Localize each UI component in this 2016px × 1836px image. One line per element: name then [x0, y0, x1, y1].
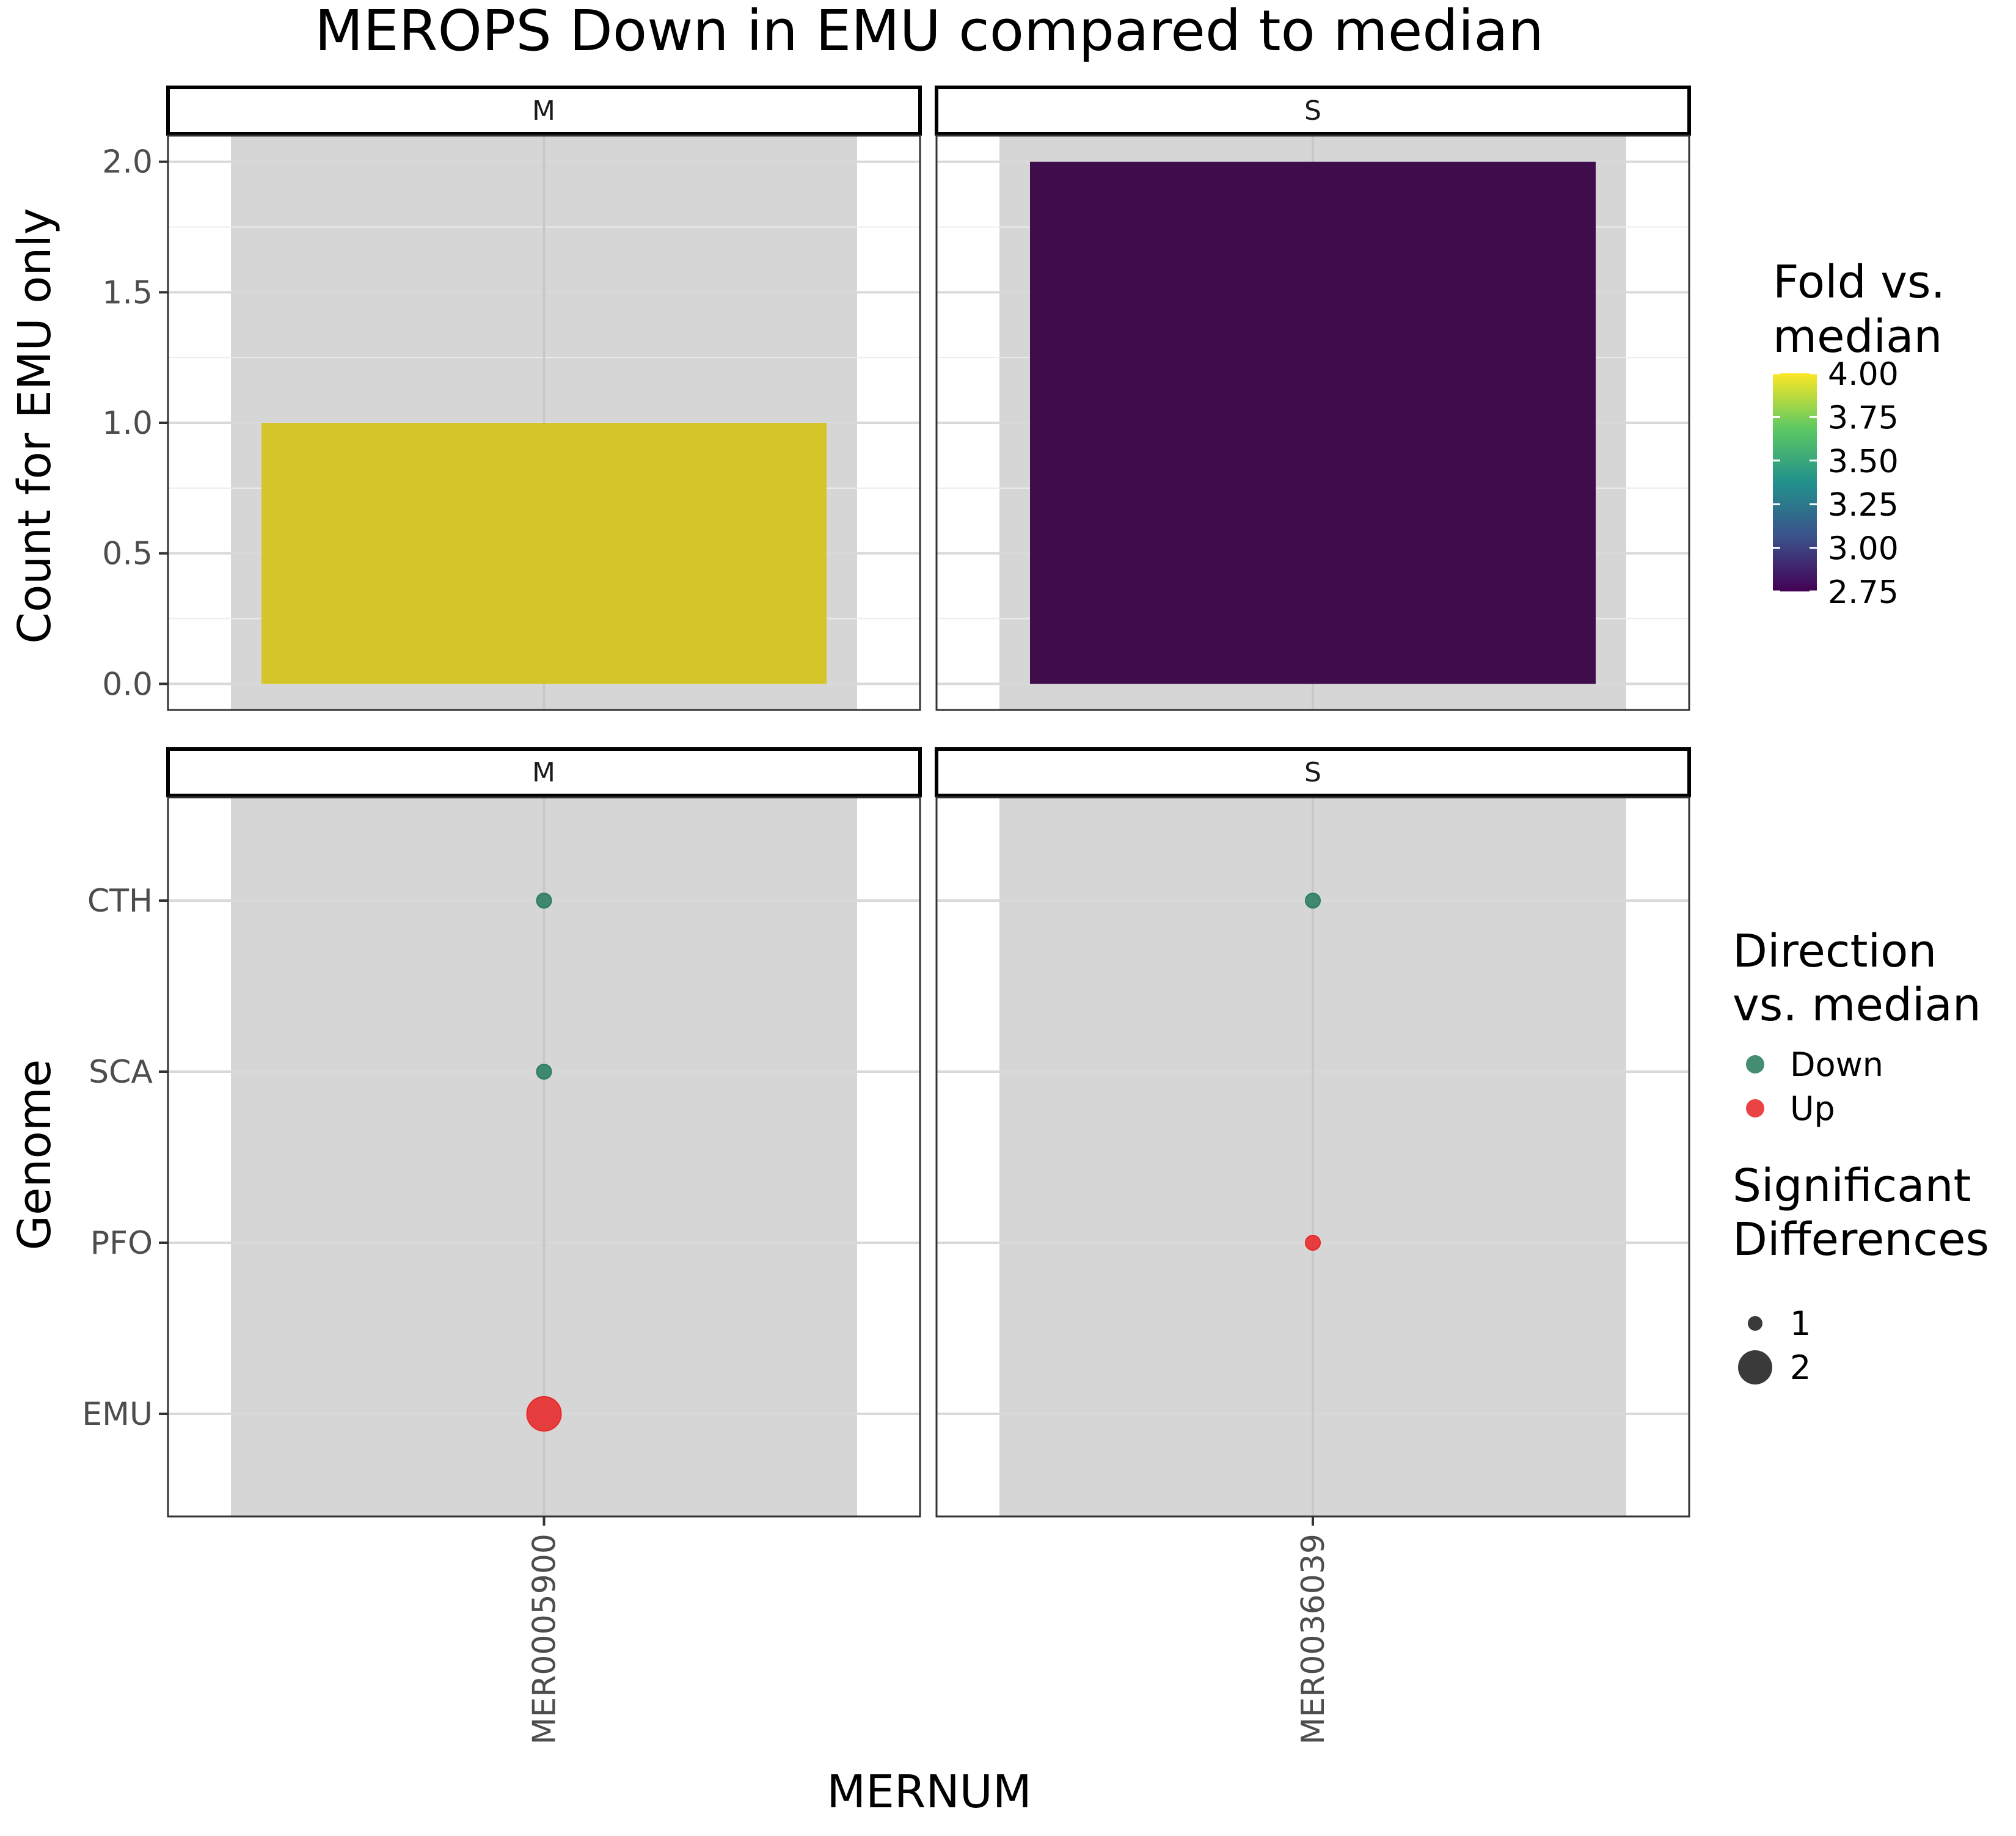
chart-title: MEROPS Down in EMU compared to median — [315, 0, 1544, 64]
y-tick-label-sca: SCA — [89, 1054, 153, 1091]
fold-legend-title-line-2: median — [1773, 310, 1942, 363]
y-tick-label: 0.5 — [102, 536, 153, 572]
fold-legend-ticks: 4.00 3.75 3.50 3.25 3.00 2.75 — [1773, 356, 1899, 611]
y-tick-label: 2.0 — [102, 144, 153, 181]
legend-key-down — [1746, 1055, 1764, 1073]
bar-MER0036039 — [1030, 161, 1596, 684]
bottom-strip-m: M — [166, 747, 922, 797]
bottom-panel-m — [167, 796, 921, 1518]
point-cth-down — [536, 893, 552, 909]
x-axis: MER0005900 MER0036039 — [527, 1516, 1332, 1744]
x-tick-label-mer0005900: MER0005900 — [527, 1534, 563, 1744]
size-legend-title-line-1: Significant — [1733, 1160, 1971, 1212]
size-legend: Significant Differences 12 — [1733, 1160, 1989, 1387]
direction-legend: Direction vs. median Down Up — [1733, 925, 1981, 1128]
bottom-y-axis-title: Genome — [9, 1059, 61, 1251]
point-cth-down — [1305, 893, 1321, 909]
size-legend-title-line-2: Differences — [1733, 1213, 1989, 1266]
colorbar-tick-label: 3.75 — [1828, 400, 1899, 436]
top-strip-s-label: S — [1304, 95, 1321, 126]
y-tick-label: 0.0 — [102, 666, 153, 703]
legend-label-down: Down — [1790, 1045, 1883, 1084]
fold-legend-title-line-1: Fold vs. — [1773, 256, 1945, 309]
point-sca-down — [536, 1064, 552, 1080]
legend-size-key-2 — [1738, 1350, 1772, 1384]
top-panel-s — [935, 134, 1690, 711]
legend-key-up — [1746, 1099, 1764, 1117]
bottom-strip-m-label: M — [532, 757, 555, 788]
fold-colorbar — [1773, 373, 1817, 591]
colorbar-tick-label: 3.50 — [1828, 444, 1899, 480]
point-emu-up — [526, 1396, 562, 1432]
top-panel-m — [167, 134, 921, 711]
x-axis-title: MERNUM — [827, 1766, 1031, 1818]
panel-border — [935, 134, 1690, 711]
legend-size-key-1 — [1748, 1316, 1762, 1331]
y-tick-label-pfo: PFO — [90, 1225, 153, 1262]
colorbar-tick-label: 3.25 — [1828, 487, 1899, 524]
top-strip-s: S — [935, 86, 1691, 136]
bar-MER0005900 — [261, 423, 827, 684]
legend-size-label-2: 2 — [1790, 1348, 1811, 1387]
bottom-strip-s-label: S — [1304, 757, 1321, 788]
direction-legend-title-line-1: Direction — [1733, 925, 1937, 978]
legend-size-label-1: 1 — [1790, 1304, 1811, 1343]
colorbar-tick-label: 2.75 — [1828, 574, 1899, 611]
x-tick-label-mer0036039: MER0036039 — [1295, 1534, 1332, 1744]
y-tick-label: 1.0 — [102, 405, 153, 442]
direction-legend-entries: Down Up — [1746, 1045, 1883, 1128]
size-legend-entries: 12 — [1738, 1304, 1811, 1387]
bottom-panel-s — [935, 796, 1690, 1518]
y-tick-label-cth: CTH — [87, 883, 153, 920]
bottom-strip-s: S — [935, 747, 1691, 797]
colorbar-tick-label: 3.00 — [1828, 531, 1899, 568]
fold-legend: Fold vs. median 4.00 3.75 3.50 3.25 3.00 2.75 — [1773, 256, 1945, 611]
direction-legend-title-line-2: vs. median — [1733, 979, 1981, 1031]
top-strip-m-label: M — [532, 95, 555, 126]
y-tick-label: 1.5 — [102, 274, 153, 311]
point-pfo-up — [1305, 1235, 1321, 1251]
colorbar-tick-label: 4.00 — [1828, 356, 1899, 393]
top-y-axis: 0.0 0.5 1.0 1.5 2.0 — [102, 144, 168, 703]
legend-label-up: Up — [1790, 1089, 1835, 1128]
top-strip-m: M — [166, 86, 922, 136]
y-tick-label-emu: EMU — [82, 1396, 153, 1433]
bottom-y-axis: CTH SCA PFO EMU — [82, 883, 168, 1433]
top-y-axis-title: Count for EMU only — [9, 208, 61, 643]
